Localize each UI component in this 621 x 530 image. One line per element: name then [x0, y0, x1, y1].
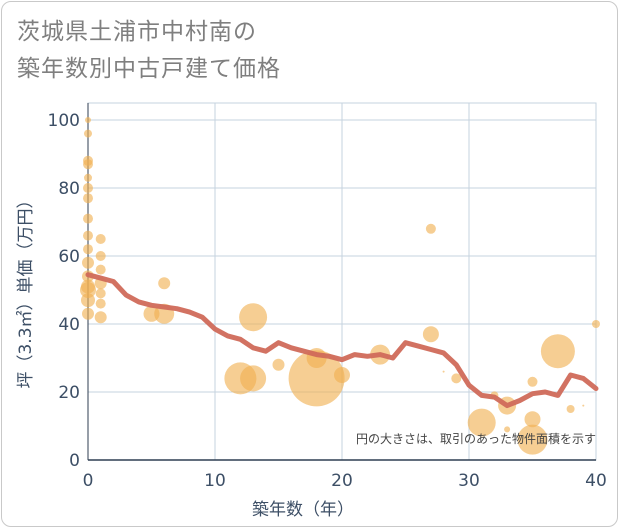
bubble-point: [422, 326, 439, 343]
size-legend-note: 円の大きさは、取引のあった物件面積を示す: [356, 431, 596, 446]
bubble-point: [504, 426, 511, 433]
bubble-point: [95, 264, 106, 275]
x-tick-label: 0: [83, 471, 94, 491]
bubble-point: [158, 277, 171, 290]
bubble-point: [83, 183, 93, 193]
bubble-point: [81, 293, 95, 308]
bubble-point: [82, 256, 94, 269]
grid-lines: [87, 102, 597, 461]
bubble-point: [451, 373, 462, 384]
y-tick-label: 60: [58, 247, 80, 267]
bubble-point: [517, 424, 548, 455]
x-tick-label: 30: [458, 471, 480, 491]
bubble-point: [95, 234, 106, 244]
bubble-point: [527, 376, 538, 387]
bubble-point: [83, 213, 93, 224]
bubble-point: [240, 365, 267, 392]
bubble-point: [272, 358, 285, 371]
bubble-point: [592, 320, 600, 328]
title-line-1: 茨城県土浦市中村南の: [17, 19, 257, 45]
average-trend-line: [85, 272, 599, 409]
bubble-point: [81, 279, 95, 294]
bubble-point: [84, 173, 92, 182]
bubble-point: [239, 303, 268, 332]
y-tick-label: 80: [58, 179, 80, 199]
bubble-point: [83, 193, 93, 204]
bubble-point: [83, 159, 93, 170]
bubble-point: [84, 129, 92, 138]
bubble-point: [442, 370, 445, 373]
bubble-point: [83, 244, 93, 255]
y-tick-label: 100: [48, 111, 80, 131]
axis-ticks: 0 20 40 60 80 100 0 10 20 30 40: [48, 111, 607, 491]
bubble-point: [85, 117, 91, 123]
x-axis-label: 築年数（年）: [252, 500, 354, 520]
trend-line-group: [85, 272, 599, 409]
bubble-point: [540, 334, 575, 369]
bubble-point: [288, 350, 345, 407]
bubble-point: [566, 405, 575, 413]
y-axis-label: 坪（3.3㎡）単価（万円）: [16, 191, 36, 388]
bubble-point: [467, 408, 496, 437]
title-line-2: 築年数別中古戸建て価格: [17, 56, 281, 82]
bubble-point: [95, 298, 106, 309]
x-tick-label: 20: [331, 471, 353, 491]
bubble-point: [95, 251, 106, 261]
chart-title: 茨城県土浦市中村南の 築年数別中古戸建て価格: [17, 14, 437, 88]
bubble-point: [334, 367, 350, 383]
bubble-point: [425, 223, 436, 234]
bubble-points: [80, 117, 600, 455]
bubble-point: [524, 411, 541, 428]
bubble-point: [582, 404, 585, 407]
y-tick-label: 0: [69, 451, 80, 471]
bubble-point: [83, 230, 93, 241]
bubble-point: [82, 307, 94, 320]
bubble-point: [95, 288, 106, 299]
y-tick-label: 20: [58, 383, 80, 403]
y-tick-label: 40: [58, 315, 80, 335]
x-tick-label: 40: [585, 471, 607, 491]
bubble-point: [94, 311, 107, 324]
x-tick-label: 10: [204, 471, 226, 491]
bubble-point: [143, 305, 160, 322]
